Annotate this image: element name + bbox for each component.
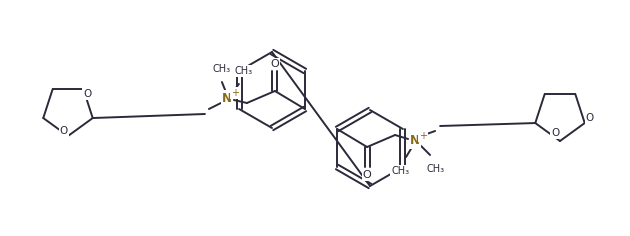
Text: CH₃: CH₃ xyxy=(391,166,409,176)
Text: +: + xyxy=(231,88,239,98)
Text: CH₃: CH₃ xyxy=(213,64,231,74)
Text: O: O xyxy=(83,89,91,99)
Text: O: O xyxy=(363,170,372,180)
Text: O: O xyxy=(60,126,68,136)
Text: O: O xyxy=(270,59,279,69)
Text: CH₃: CH₃ xyxy=(426,164,444,174)
Text: N: N xyxy=(222,92,232,105)
Text: O: O xyxy=(586,113,594,123)
Text: N: N xyxy=(410,135,420,148)
Text: +: + xyxy=(419,131,427,141)
Text: CH₃: CH₃ xyxy=(235,66,253,76)
Text: O: O xyxy=(551,128,559,138)
